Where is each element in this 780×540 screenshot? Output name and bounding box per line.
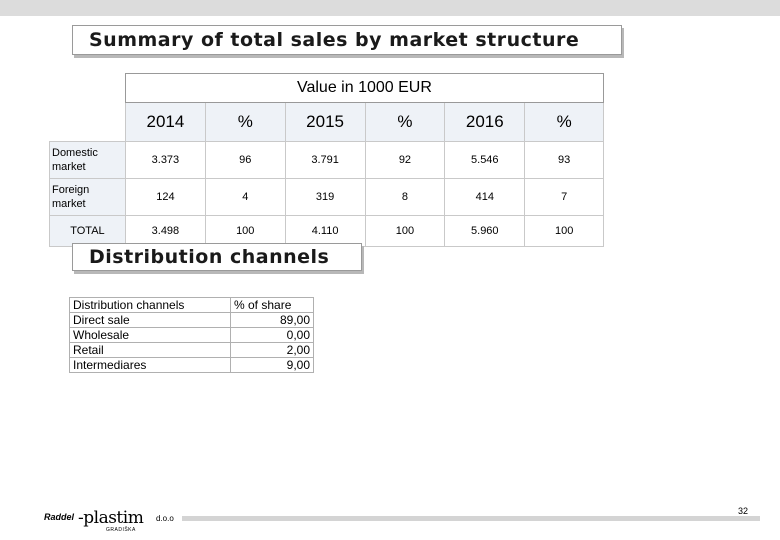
distribution-channels-title: Distribution channels: [72, 243, 362, 271]
logo-prefix: Raddel: [44, 512, 75, 522]
table-row: Retail 2,00: [69, 342, 314, 358]
table-cell: 3.498: [124, 215, 206, 247]
table-cell: 93: [524, 141, 604, 179]
table-row: Intermediares 9,00: [69, 357, 314, 373]
column-header: 2014: [124, 102, 206, 142]
row-label: Domestic market: [49, 141, 126, 179]
company-logo: Raddel -plastim d.o.o GRADIŠKA: [44, 508, 174, 534]
table-cell: Intermediares: [69, 357, 231, 373]
table-cell: 8: [364, 178, 446, 216]
row-label: Foreign market: [49, 178, 126, 216]
table-cell: 5.960: [444, 215, 526, 247]
column-header: %: [524, 102, 604, 142]
table-cell: 100: [364, 215, 446, 247]
column-header: 2015: [284, 102, 366, 142]
logo-suffix: d.o.o: [156, 514, 174, 523]
footer-divider: [182, 516, 760, 521]
empty-corner: [49, 102, 126, 142]
table-cell: Retail: [69, 342, 231, 358]
row-label: TOTAL: [49, 215, 126, 247]
column-header: % of share: [230, 297, 314, 313]
table-cell: 124: [124, 178, 206, 216]
table-cell: 100: [204, 215, 286, 247]
sales-table: Value in 1000 EUR 2014 % 2015 % 2016 % D…: [49, 73, 605, 247]
distribution-table: Distribution channels % of share Direct …: [69, 297, 314, 373]
column-header: %: [364, 102, 446, 142]
page-number: 32: [738, 506, 749, 516]
column-header: %: [204, 102, 286, 142]
table-cell: 3.791: [284, 141, 366, 179]
table-cell: 5.546: [444, 141, 526, 179]
column-header: Distribution channels: [69, 297, 231, 313]
logo-brand: -plastim: [78, 508, 144, 528]
table-row-total: TOTAL 3.498 100 4.110 100 5.960 100: [49, 215, 604, 247]
table-row: Wholesale 0,00: [69, 327, 314, 343]
table-cell: 4: [204, 178, 286, 216]
top-bar: [0, 0, 780, 16]
empty-corner: [50, 74, 126, 103]
table-cell: 9,00: [230, 357, 314, 373]
table-cell: 96: [204, 141, 286, 179]
table-cell: Direct sale: [69, 312, 231, 328]
table-row: Foreign market 124 4 319 8 414 7: [49, 178, 604, 216]
table-row: Direct sale 89,00: [69, 312, 314, 328]
table-cell: Wholesale: [69, 327, 231, 343]
table-cell: 2,00: [230, 342, 314, 358]
sales-summary-title: Summary of total sales by market structu…: [72, 25, 622, 55]
table-cell: 319: [284, 178, 366, 216]
table-caption: Value in 1000 EUR: [124, 73, 605, 103]
table-cell: 100: [524, 215, 604, 247]
table-row: Domestic market 3.373 96 3.791 92 5.546 …: [49, 141, 604, 179]
table-cell: 7: [524, 178, 604, 216]
table-cell: 0,00: [230, 327, 314, 343]
table-cell: 92: [364, 141, 446, 179]
logo-tagline: GRADIŠKA: [106, 527, 136, 533]
table-cell: 4.110: [284, 215, 366, 247]
table-cell: 414: [444, 178, 526, 216]
table-cell: 3.373: [124, 141, 206, 179]
table-header-row: Distribution channels % of share: [69, 297, 314, 313]
column-header: 2016: [444, 102, 526, 142]
table-cell: 89,00: [230, 312, 314, 328]
